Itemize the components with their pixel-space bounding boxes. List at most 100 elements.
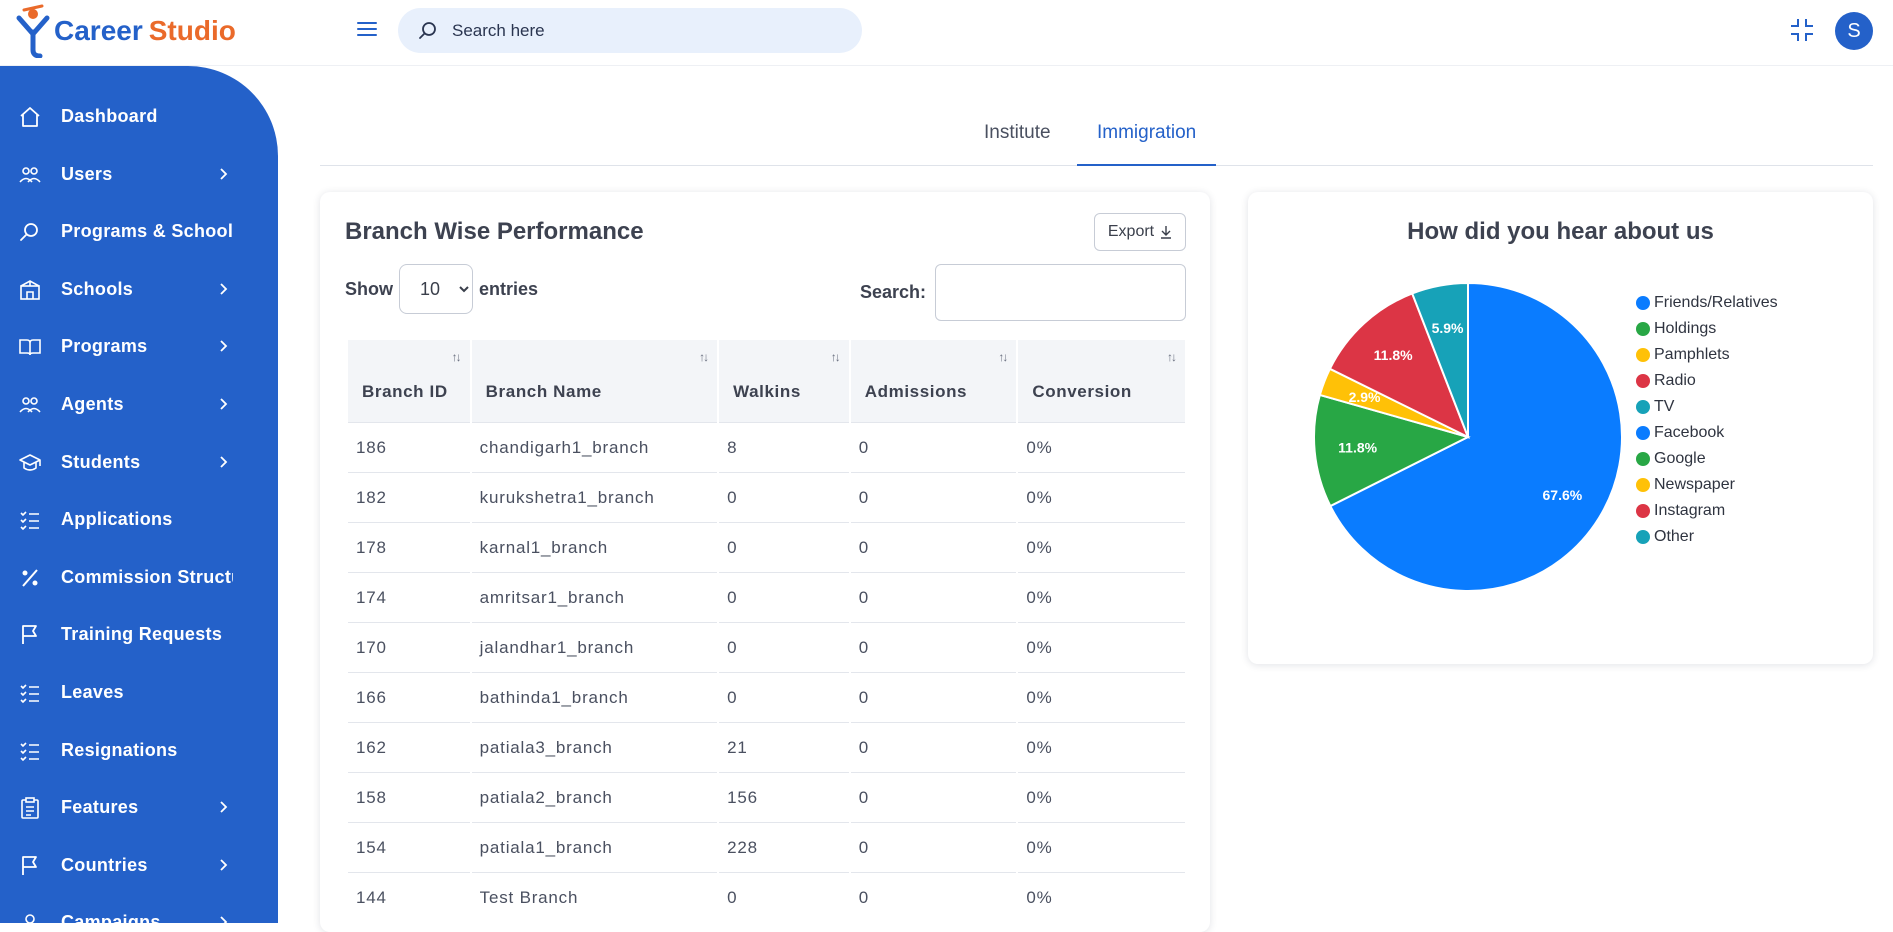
pie-slice-tv[interactable] [1410,281,1469,438]
table-row: 174 amritsar1_branch 0 0 0% [348,572,1185,622]
sidebar-item-users[interactable]: Users [0,150,278,200]
table-cell: chandigarh1_branch [471,422,718,472]
legend-item[interactable]: Newspaper [1636,472,1778,498]
graduation-cap-icon [19,453,41,471]
sidebar-item-label: Users [61,163,113,184]
legend-item[interactable]: Friends/Relatives [1636,290,1778,316]
legend-item[interactable]: Google [1636,446,1778,472]
sidebar-item-applications[interactable]: Applications [0,495,278,545]
sidebar-item-schools[interactable]: Schools [0,265,278,315]
chevron-right-icon [220,455,228,468]
sidebar-item-campaigns[interactable]: Campaigns [0,898,278,923]
table-cell: 0% [1018,872,1185,922]
export-button[interactable]: Export [1094,213,1186,251]
chart-title: How did you hear about us [1407,218,1714,245]
table-cell: 0% [1018,472,1185,522]
sidebar-item-programs[interactable]: Programs [0,322,278,372]
table-cell: bathinda1_branch [471,672,718,722]
school-icon [20,279,40,300]
branch-performance-card: Branch Wise Performance Export Show 10 e… [320,192,1210,932]
sidebar-item-training-requests[interactable]: Training Requests [0,610,278,660]
table-cell: amritsar1_branch [471,572,718,622]
sidebar-item-label: Schools [61,278,134,299]
legend-item[interactable]: Facebook [1636,420,1778,446]
table-cell: 0 [719,572,849,622]
sidebar-item-features[interactable]: Features [0,783,278,833]
entries-label: entries [479,278,539,299]
table-cell: 174 [348,572,470,622]
sidebar-item-label: Dashboard [61,106,158,126]
legend-item[interactable]: Radio [1636,368,1778,394]
sidebar-item-countries[interactable]: Countries [0,841,278,891]
legend-color-swatch [1636,296,1650,310]
sidebar-item-agents[interactable]: Agents [0,380,278,430]
sidebar-item-programs-schools[interactable]: Programs & Schools [0,207,278,257]
legend-label: Instagram [1654,502,1726,519]
tab-institute[interactable]: Institute [984,122,1051,143]
legend-label: Google [1654,450,1706,467]
sidebar-item-resignations[interactable]: Resignations [0,726,278,776]
legend-item[interactable]: Other [1636,524,1778,550]
book-icon [19,339,41,356]
tab-immigration[interactable]: Immigration [1077,122,1217,166]
legend-item[interactable]: TV [1636,394,1778,420]
sort-icon: ↑↓ [1167,350,1177,364]
table-cell: 0 [850,872,1017,922]
flag-icon [22,625,37,645]
table-row: 158 patiala2_branch 156 0 0% [348,772,1185,822]
table-cell: 0 [850,522,1017,572]
column-header[interactable]: Branch ID ↑↓ [348,340,470,422]
sidebar-item-students[interactable]: Students [0,438,278,488]
table-cell: 178 [348,522,470,572]
pie-data-label: 67.6% [1543,487,1583,503]
column-header[interactable]: Admissions ↑↓ [850,340,1017,422]
legend-label: Holdings [1654,320,1717,337]
logo[interactable]: Career Studio [16,4,236,58]
user-avatar[interactable]: S [1835,12,1873,50]
chevron-right-icon [220,340,228,353]
table-row: 178 karnal1_branch 0 0 0% [348,522,1185,572]
global-search-input[interactable] [452,20,832,41]
chevron-right-icon [220,859,228,871]
sidebar-item-commission-structure[interactable]: Commission Structure [0,553,278,603]
pie-slice-radio[interactable] [1328,292,1470,440]
table-cell: 0% [1018,422,1185,472]
home-icon [20,107,40,127]
table-cell: 0 [850,722,1017,772]
table-row: 182 kurukshetra1_branch 0 0 0% [348,472,1185,522]
legend-item[interactable]: Instagram [1636,498,1778,524]
entries-select[interactable]: 10 [399,264,473,314]
checklist-icon [20,742,39,761]
table-cell: 0% [1018,622,1185,672]
table-cell: patiala1_branch [471,822,718,872]
sidebar-item-label: Campaigns [61,912,161,923]
top-bar: Career Studio S [0,0,1893,66]
table-cell: 0 [850,422,1017,472]
table-cell: kurukshetra1_branch [471,472,718,522]
sort-icon: ↑↓ [451,350,462,364]
table-cell: 0 [719,622,849,672]
chevron-right-icon [220,283,228,295]
sidebar-item-leaves[interactable]: Leaves [0,668,278,718]
column-header-label: Admissions [864,382,968,401]
legend-item[interactable]: Pamphlets [1636,342,1778,368]
sidebar-item-label: Programs & Schools [61,221,233,242]
table-search-label: Search: [860,282,927,302]
exit-fullscreen-icon[interactable] [1788,16,1816,44]
column-header[interactable]: Branch Name ↑↓ [471,340,718,422]
pie-slice-holdings[interactable] [1313,393,1471,508]
sidebar-item-label: Training Requests [61,624,223,645]
table-search-input[interactable] [935,264,1186,321]
legend-item[interactable]: Holdings [1636,316,1778,342]
legend-label: Pamphlets [1654,346,1730,363]
table-cell: 0 [850,822,1017,872]
table-cell: 182 [348,472,470,522]
sidebar-item-label: Leaves [61,682,124,702]
column-header[interactable]: Conversion ↑↓ [1018,340,1185,422]
sidebar-item-dashboard[interactable]: Dashboard [0,92,278,142]
menu-toggle-icon[interactable] [354,16,380,42]
pie-slice-friends-relatives[interactable] [1329,281,1623,592]
sidebar: Dashboard Users Programs & Schools Schools P… [0,66,278,923]
card-title: Branch Wise Performance [345,218,644,245]
column-header[interactable]: Walkins ↑↓ [719,340,849,422]
